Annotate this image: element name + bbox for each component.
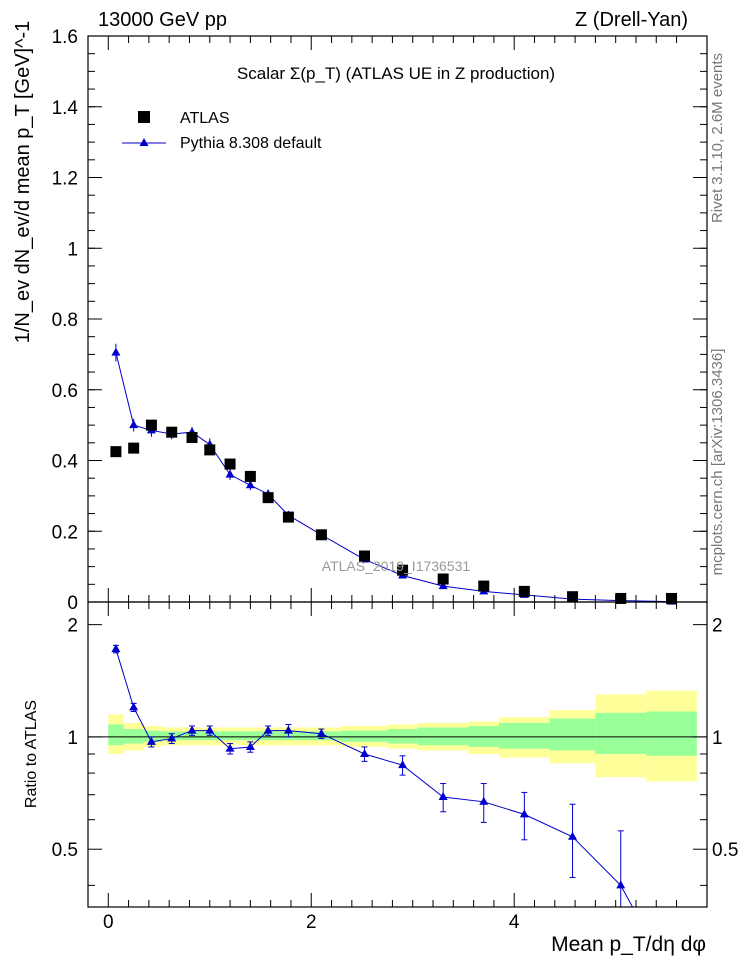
process-label: Z (Drell-Yan) (575, 9, 688, 31)
data-point (204, 444, 216, 456)
beam-label: 13000 GeV pp (98, 9, 227, 31)
data-point (244, 470, 256, 482)
ratio-point (225, 743, 235, 752)
legend-mc-label: Pythia 8.308 default (180, 135, 322, 152)
data-point (437, 573, 449, 585)
uncertainty-band-inner (341, 730, 388, 742)
ratio-point (438, 792, 448, 801)
x-tick-label: 0 (103, 912, 114, 933)
uncertainty-band-inner (549, 718, 596, 751)
ratio-point (568, 831, 578, 840)
legend-mc-marker (139, 138, 149, 146)
ratio-point (479, 796, 489, 805)
data-point (282, 511, 294, 523)
uncertainty-band-inner (595, 712, 647, 754)
data-point (397, 564, 409, 576)
ratio-point (360, 748, 370, 757)
y-tick-label: 1 (67, 239, 78, 260)
uncertainty-band-inner (219, 731, 241, 741)
y-tick-label: 1.6 (52, 27, 78, 48)
uncertainty-band-inner (143, 730, 162, 742)
y-tick-label: 0.6 (52, 381, 78, 402)
y-tick-label: 0 (67, 593, 78, 614)
main-panel-content (110, 343, 677, 605)
ratio-point (519, 809, 529, 818)
ratio-y-tick-label: 0.5 (52, 840, 78, 861)
ratio-point (187, 725, 197, 734)
data-point (315, 529, 327, 541)
ratio-point (129, 702, 139, 711)
x-tick-label: 2 (306, 912, 317, 933)
ratio-point (111, 644, 121, 653)
y-tick-label: 0.4 (52, 452, 79, 473)
data-point (567, 591, 579, 603)
y-tick-label: 1.4 (52, 98, 79, 119)
rivet-version-label: Rivet 3.1.10, 2.6M events (709, 53, 726, 223)
data-point (145, 419, 157, 431)
mcplots-label: mcplots.cern.ch [arXiv:1306.3436] (709, 349, 726, 576)
ratio-point (398, 760, 408, 769)
uncertainty-band-inner (646, 711, 697, 756)
ratio-y-tick-label: 1 (67, 728, 78, 749)
data-point (128, 442, 140, 454)
data-point (665, 592, 677, 604)
mc-point (129, 420, 139, 429)
mc-point (245, 480, 255, 489)
uncertainty-band-inner (417, 727, 469, 746)
ratio-point (616, 880, 626, 889)
uncertainty-band-inner (123, 729, 144, 744)
data-point (186, 432, 198, 444)
ratio-series-group (111, 644, 634, 907)
ratio-y-tick-label-right: 2 (712, 616, 723, 637)
legend-data-label: ATLAS (180, 110, 230, 127)
data-point (615, 592, 627, 604)
ratio-point (263, 725, 273, 734)
plot-title: Scalar Σ(p_T) (ATLAS UE in Z production) (237, 64, 555, 83)
ratio-y-axis-label: Ratio to ATLAS (23, 700, 40, 808)
data-point (110, 446, 122, 458)
main-panel-axes: 0 0.2 0.4 0.6 0.8 1 1.2 1.4 1.6 (52, 27, 707, 614)
mc-point (111, 347, 121, 356)
legend: ATLAS Pythia 8.308 default (122, 110, 322, 152)
y-tick-label: 1.2 (52, 169, 78, 190)
x-axis-label: Mean p_T/dη dφ (551, 933, 706, 956)
uncertainty-band-inner (240, 731, 261, 741)
uncertainty-band-inner (108, 724, 124, 746)
ratio-point (167, 733, 177, 742)
uncertainty-band-inner (498, 722, 550, 749)
data-point (359, 550, 371, 562)
ratio-series-line (115, 648, 634, 907)
ratio-point (205, 725, 215, 734)
ratio-panel-frame (87, 601, 708, 908)
ratio-y-tick-label: 2 (67, 616, 78, 637)
x-tick-label: 4 (509, 912, 520, 933)
uncertainty-band-inner (387, 729, 418, 744)
legend-data-marker (138, 111, 150, 123)
ratio-y-tick-label-right: 1 (712, 728, 723, 749)
ratio-point (146, 736, 156, 745)
ratio-point (283, 725, 293, 734)
analysis-watermark: ATLAS_2019_I1736531 (322, 558, 471, 574)
ratio-y-tick-label-right: 0.5 (712, 840, 738, 861)
y-tick-label: 0.2 (52, 522, 78, 543)
data-point (478, 580, 490, 592)
data-point (518, 585, 530, 597)
ratio-point (316, 728, 326, 737)
data-point (224, 458, 236, 470)
ratio-panel-content (88, 644, 707, 907)
y-axis-label: 1/N_ev dN_ev/d mean p_T [GeV]^-1 (12, 21, 34, 344)
data-point (166, 426, 178, 438)
ratio-panel-axes: 0 2 4 0.5 0.5 1 1 2 2 (52, 602, 738, 933)
ratio-point (245, 741, 255, 750)
data-point (262, 492, 274, 504)
mc-point (225, 469, 235, 478)
y-tick-label: 0.8 (52, 310, 78, 331)
mc-point (438, 581, 448, 590)
